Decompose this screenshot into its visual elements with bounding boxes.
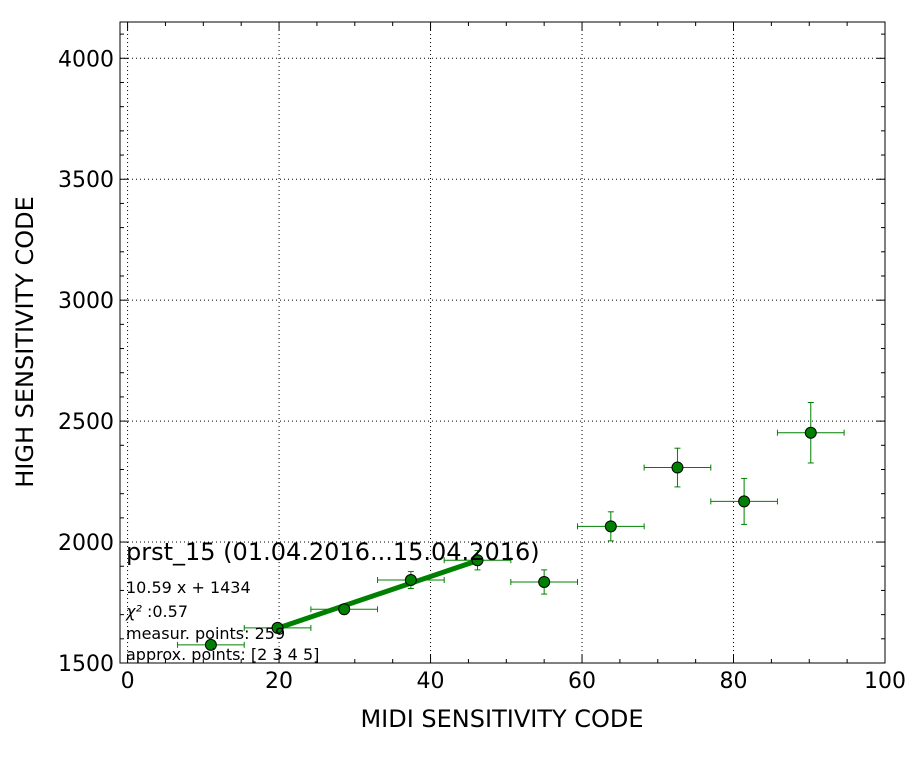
annotation-approx-points: approx. points: [2 3 4 5] bbox=[126, 645, 319, 664]
data-point bbox=[804, 426, 817, 439]
fit-line-group bbox=[276, 558, 479, 631]
data-point bbox=[604, 520, 617, 533]
x-tick-label: 0 bbox=[121, 669, 135, 694]
data-point bbox=[471, 554, 484, 567]
plot-background bbox=[120, 22, 885, 663]
plot-frame bbox=[119, 21, 886, 664]
minor-ticks bbox=[120, 22, 885, 663]
annotation-equation: 10.59 x + 1434 bbox=[126, 578, 251, 597]
grid bbox=[120, 22, 885, 663]
y-tick-label: 2500 bbox=[58, 410, 114, 435]
data-point bbox=[738, 495, 751, 508]
x-tick-label: 60 bbox=[568, 669, 596, 694]
y-tick-label: 3000 bbox=[58, 289, 114, 314]
data-point bbox=[538, 575, 551, 588]
data-points bbox=[204, 426, 817, 651]
x-ticks: 0 20 40 60 80 100 bbox=[121, 22, 906, 694]
x-tick-label: 40 bbox=[417, 669, 445, 694]
data-point bbox=[404, 574, 417, 587]
x-tick-label: 80 bbox=[720, 669, 748, 694]
y-ticks: 1500 2000 2500 3000 3500 4000 bbox=[58, 47, 885, 677]
chi2-value: :0.57 bbox=[142, 602, 188, 621]
x-tick-label: 100 bbox=[864, 669, 906, 694]
annotation-title: prst_15 (01.04.2016...15.04.2016) bbox=[126, 538, 540, 566]
chi2-symbol: χ² bbox=[125, 602, 142, 621]
y-tick-label: 1500 bbox=[58, 652, 114, 677]
data-point bbox=[671, 461, 684, 474]
annotation-chi2: χ² :0.57 bbox=[125, 602, 188, 621]
x-axis-title: MIDI SENSITIVITY CODE bbox=[360, 705, 643, 733]
x-tick-label: 20 bbox=[265, 669, 293, 694]
y-axis-title: HIGH SENSITIVITY CODE bbox=[11, 196, 39, 488]
annotation-measur-points: measur. points: 259 bbox=[126, 624, 285, 643]
fit-line bbox=[276, 558, 479, 631]
data-point bbox=[338, 603, 351, 616]
data-point bbox=[271, 621, 284, 634]
y-tick-label: 4000 bbox=[58, 47, 114, 72]
y-tick-label: 3500 bbox=[58, 168, 114, 193]
y-tick-label: 2000 bbox=[58, 531, 114, 556]
data-point bbox=[204, 638, 217, 651]
